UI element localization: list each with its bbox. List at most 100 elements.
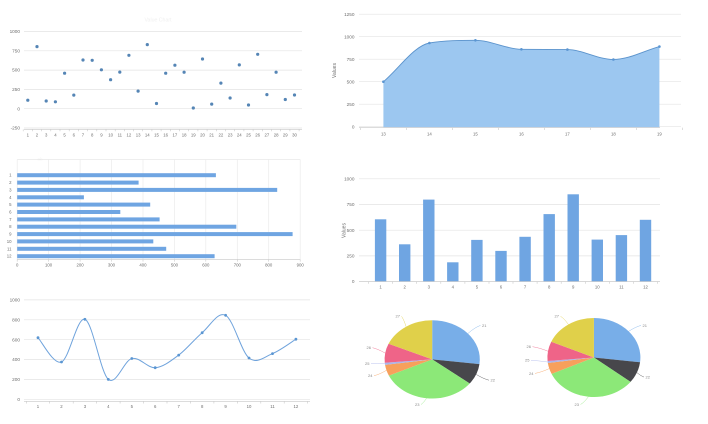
svg-text:0: 0: [16, 262, 19, 267]
svg-text:100: 100: [45, 262, 53, 267]
svg-text:800: 800: [265, 262, 273, 267]
svg-text:16: 16: [519, 132, 524, 137]
svg-text:800: 800: [12, 317, 20, 322]
svg-text:11: 11: [118, 132, 123, 137]
svg-text:13: 13: [136, 132, 141, 137]
svg-text:7: 7: [9, 217, 12, 222]
svg-text:24: 24: [368, 373, 373, 378]
svg-text:4: 4: [54, 132, 57, 137]
svg-text:7: 7: [524, 285, 527, 290]
svg-text:600: 600: [202, 262, 210, 267]
svg-text:14: 14: [145, 132, 150, 137]
svg-text:3: 3: [84, 404, 87, 409]
svg-text:19: 19: [657, 132, 662, 137]
svg-text:7: 7: [178, 404, 181, 409]
svg-text:22: 22: [491, 378, 496, 383]
svg-text:700: 700: [234, 262, 242, 267]
svg-text:6: 6: [73, 132, 76, 137]
svg-text:750: 750: [347, 202, 355, 207]
svg-text:1000: 1000: [10, 298, 21, 303]
svg-text:7: 7: [82, 132, 85, 137]
svg-text:1000: 1000: [10, 29, 21, 34]
svg-text:5: 5: [476, 285, 479, 290]
svg-text:500: 500: [171, 262, 179, 267]
svg-text:1000: 1000: [344, 176, 355, 181]
svg-text:22: 22: [219, 132, 224, 137]
svg-text:21: 21: [482, 323, 487, 328]
svg-text:0: 0: [17, 397, 20, 402]
svg-text:400: 400: [12, 357, 20, 362]
svg-text:0: 0: [352, 124, 355, 129]
svg-text:9: 9: [9, 232, 12, 237]
svg-text:750: 750: [347, 57, 355, 62]
svg-text:1000: 1000: [344, 34, 355, 39]
svg-text:9: 9: [572, 285, 575, 290]
svg-text:9: 9: [100, 132, 103, 137]
svg-text:6: 6: [9, 210, 12, 215]
svg-text:10: 10: [595, 285, 600, 290]
svg-text:1: 1: [37, 404, 40, 409]
svg-text:24: 24: [237, 132, 242, 137]
svg-text:ab: ab: [37, 157, 43, 162]
svg-text:11: 11: [619, 285, 624, 290]
svg-text:27: 27: [396, 314, 401, 319]
svg-text:250: 250: [347, 102, 355, 107]
svg-text:200: 200: [12, 377, 20, 382]
svg-text:16: 16: [163, 132, 168, 137]
svg-text:300: 300: [108, 262, 116, 267]
svg-text:12: 12: [294, 404, 299, 409]
svg-text:15: 15: [154, 132, 159, 137]
svg-text:10: 10: [247, 404, 252, 409]
svg-text:4: 4: [9, 195, 12, 200]
svg-text:0: 0: [17, 106, 20, 111]
svg-text:26: 26: [527, 344, 532, 349]
svg-text:9: 9: [224, 404, 227, 409]
svg-text:500: 500: [347, 228, 355, 233]
svg-text:10: 10: [108, 132, 113, 137]
svg-text:Value Chart: Value Chart: [144, 18, 172, 24]
svg-text:26: 26: [255, 132, 260, 137]
svg-text:20: 20: [200, 132, 205, 137]
svg-text:12: 12: [7, 254, 12, 259]
svg-text:12: 12: [643, 285, 648, 290]
svg-text:-250: -250: [11, 126, 21, 131]
svg-text:17: 17: [173, 132, 178, 137]
svg-text:Values: Values: [342, 223, 348, 238]
svg-text:23: 23: [228, 132, 233, 137]
svg-text:400: 400: [139, 262, 147, 267]
svg-text:250: 250: [12, 87, 20, 92]
svg-text:28: 28: [274, 132, 279, 137]
svg-text:12: 12: [127, 132, 132, 137]
svg-text:18: 18: [182, 132, 187, 137]
svg-text:4: 4: [107, 404, 110, 409]
svg-text:1: 1: [9, 173, 12, 178]
svg-text:26: 26: [367, 345, 372, 350]
svg-text:250: 250: [347, 254, 355, 259]
svg-text:2: 2: [404, 285, 407, 290]
svg-text:3: 3: [45, 132, 48, 137]
svg-text:600: 600: [12, 337, 20, 342]
svg-text:2: 2: [9, 180, 12, 185]
svg-text:25: 25: [525, 358, 530, 363]
svg-text:6: 6: [154, 404, 157, 409]
svg-text:3: 3: [9, 187, 12, 192]
svg-text:5: 5: [131, 404, 134, 409]
svg-text:8: 8: [9, 224, 12, 229]
svg-text:23: 23: [415, 402, 420, 407]
svg-text:27: 27: [555, 314, 560, 319]
svg-text:11: 11: [270, 404, 275, 409]
svg-text:25: 25: [246, 132, 251, 137]
svg-text:1250: 1250: [344, 12, 355, 17]
svg-text:2: 2: [60, 404, 63, 409]
svg-text:21: 21: [643, 323, 648, 328]
svg-text:Values: Values: [332, 63, 338, 78]
svg-text:14: 14: [427, 132, 432, 137]
svg-text:900: 900: [297, 262, 305, 267]
svg-text:30: 30: [292, 132, 297, 137]
svg-text:23: 23: [575, 402, 580, 407]
svg-text:3: 3: [428, 285, 431, 290]
svg-text:27: 27: [265, 132, 270, 137]
svg-text:22: 22: [646, 375, 651, 380]
svg-text:5: 5: [63, 132, 66, 137]
svg-text:19: 19: [191, 132, 196, 137]
